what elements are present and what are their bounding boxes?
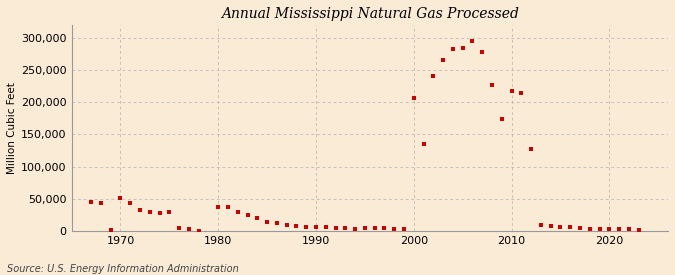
Y-axis label: Million Cubic Feet: Million Cubic Feet [7, 82, 17, 174]
Point [340, 226, 351, 230]
Point [458, 46, 468, 50]
Point [86, 199, 97, 204]
Point [301, 224, 312, 229]
Point [262, 219, 273, 224]
Point [252, 216, 263, 221]
Point [350, 226, 360, 231]
Point [535, 223, 546, 228]
Point [213, 205, 223, 210]
Point [594, 227, 605, 232]
Point [125, 201, 136, 205]
Point [624, 227, 634, 232]
Point [330, 226, 341, 230]
Point [96, 201, 107, 205]
Point [633, 228, 644, 232]
Point [389, 226, 400, 231]
Point [184, 227, 194, 232]
Point [164, 210, 175, 215]
Point [115, 196, 126, 200]
Point [281, 222, 292, 227]
Point [223, 205, 234, 209]
Title: Annual Mississippi Natural Gas Processed: Annual Mississippi Natural Gas Processed [221, 7, 519, 21]
Point [487, 83, 497, 88]
Point [516, 90, 526, 95]
Point [242, 213, 253, 217]
Text: Source: U.S. Energy Information Administration: Source: U.S. Energy Information Administ… [7, 264, 238, 274]
Point [321, 225, 331, 230]
Point [193, 228, 204, 233]
Point [105, 228, 116, 232]
Point [271, 221, 282, 226]
Point [496, 117, 507, 121]
Point [418, 141, 429, 146]
Point [369, 226, 380, 230]
Point [291, 224, 302, 228]
Point [144, 210, 155, 214]
Point [408, 96, 419, 101]
Point [310, 224, 321, 229]
Point [506, 89, 517, 93]
Point [154, 211, 165, 215]
Point [428, 74, 439, 79]
Point [467, 39, 478, 43]
Point [614, 227, 624, 232]
Point [555, 224, 566, 229]
Point [438, 58, 449, 62]
Point [565, 225, 576, 230]
Point [526, 147, 537, 152]
Point [379, 226, 390, 230]
Point [360, 226, 371, 230]
Point [604, 227, 615, 232]
Point [585, 226, 595, 231]
Point [399, 226, 410, 231]
Point [448, 46, 458, 51]
Point [545, 224, 556, 228]
Point [477, 50, 487, 54]
Point [134, 208, 145, 212]
Point [173, 226, 184, 230]
Point [232, 210, 243, 214]
Point [574, 226, 585, 230]
